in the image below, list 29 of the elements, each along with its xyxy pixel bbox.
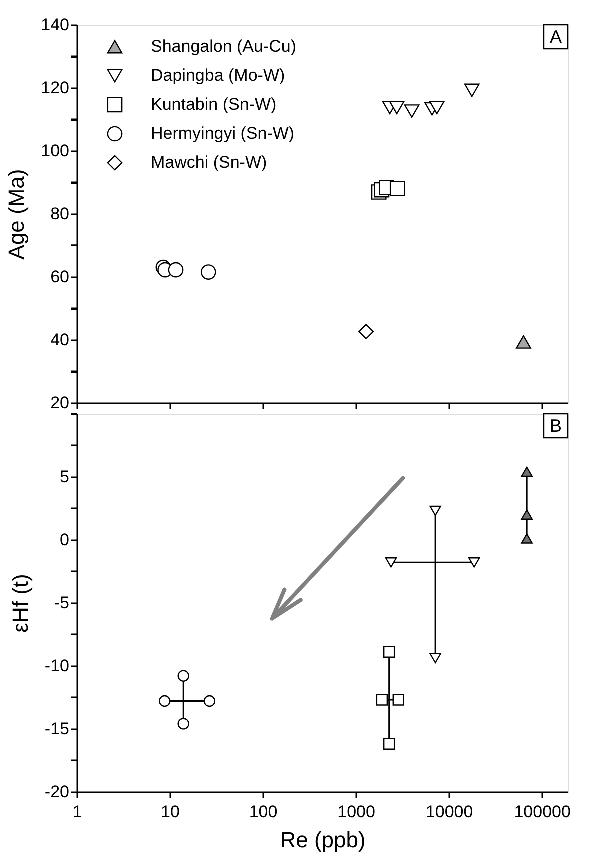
x-tick-label: 1 <box>72 802 82 822</box>
y-tick-label: 5 <box>60 468 70 486</box>
legend-label: Mawchi (Sn-W) <box>151 153 268 172</box>
y-tick-label: 100 <box>41 142 70 160</box>
y-tick-label: 80 <box>50 204 70 224</box>
legend-label: Hermyingyi (Sn-W) <box>151 124 295 143</box>
y-tick-label: 0 <box>60 530 70 550</box>
annotation: A <box>550 27 562 47</box>
y-tick-label: -5 <box>54 594 70 612</box>
y-tick-label: 140 <box>41 16 70 34</box>
y-axis-title: εHf (t) <box>8 574 33 633</box>
x-tick-label: 10000 <box>426 802 474 822</box>
y-tick-label: 20 <box>50 394 70 412</box>
x-axis-title: Re (ppb) <box>280 828 366 852</box>
x-tick-label: 100 <box>249 802 278 822</box>
y-tick-label: -15 <box>44 720 70 738</box>
legend-label: Kuntabin (Sn-W) <box>151 95 277 114</box>
legend-label: Shangalon (Au-Cu) <box>151 37 297 56</box>
y-tick-label: 120 <box>41 78 70 98</box>
legend-label: Dapingba (Mo-W) <box>151 66 286 85</box>
x-tick-label: 10 <box>161 802 180 822</box>
y-axis-title: Age (Ma) <box>4 169 30 260</box>
annotation: B <box>550 416 562 436</box>
y-tick-label: 60 <box>50 268 70 286</box>
y-tick-label: -20 <box>44 782 70 802</box>
y-tick-label: 40 <box>50 330 70 350</box>
x-tick-label: 1000 <box>338 802 376 822</box>
x-tick-label: 100000 <box>514 802 571 822</box>
y-tick-label: -10 <box>44 656 70 676</box>
